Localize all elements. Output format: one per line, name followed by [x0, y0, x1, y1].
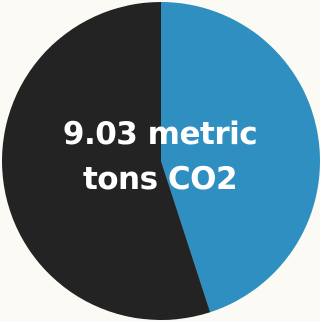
- pie-slice-2: [1, 2, 211, 320]
- center-label-line-2: tons CO2: [82, 161, 238, 197]
- center-label-line-1: 9.03 metric: [62, 116, 258, 152]
- pie-slice-1: [161, 2, 320, 313]
- center-label: 9.03 metric tons CO2: [0, 112, 320, 202]
